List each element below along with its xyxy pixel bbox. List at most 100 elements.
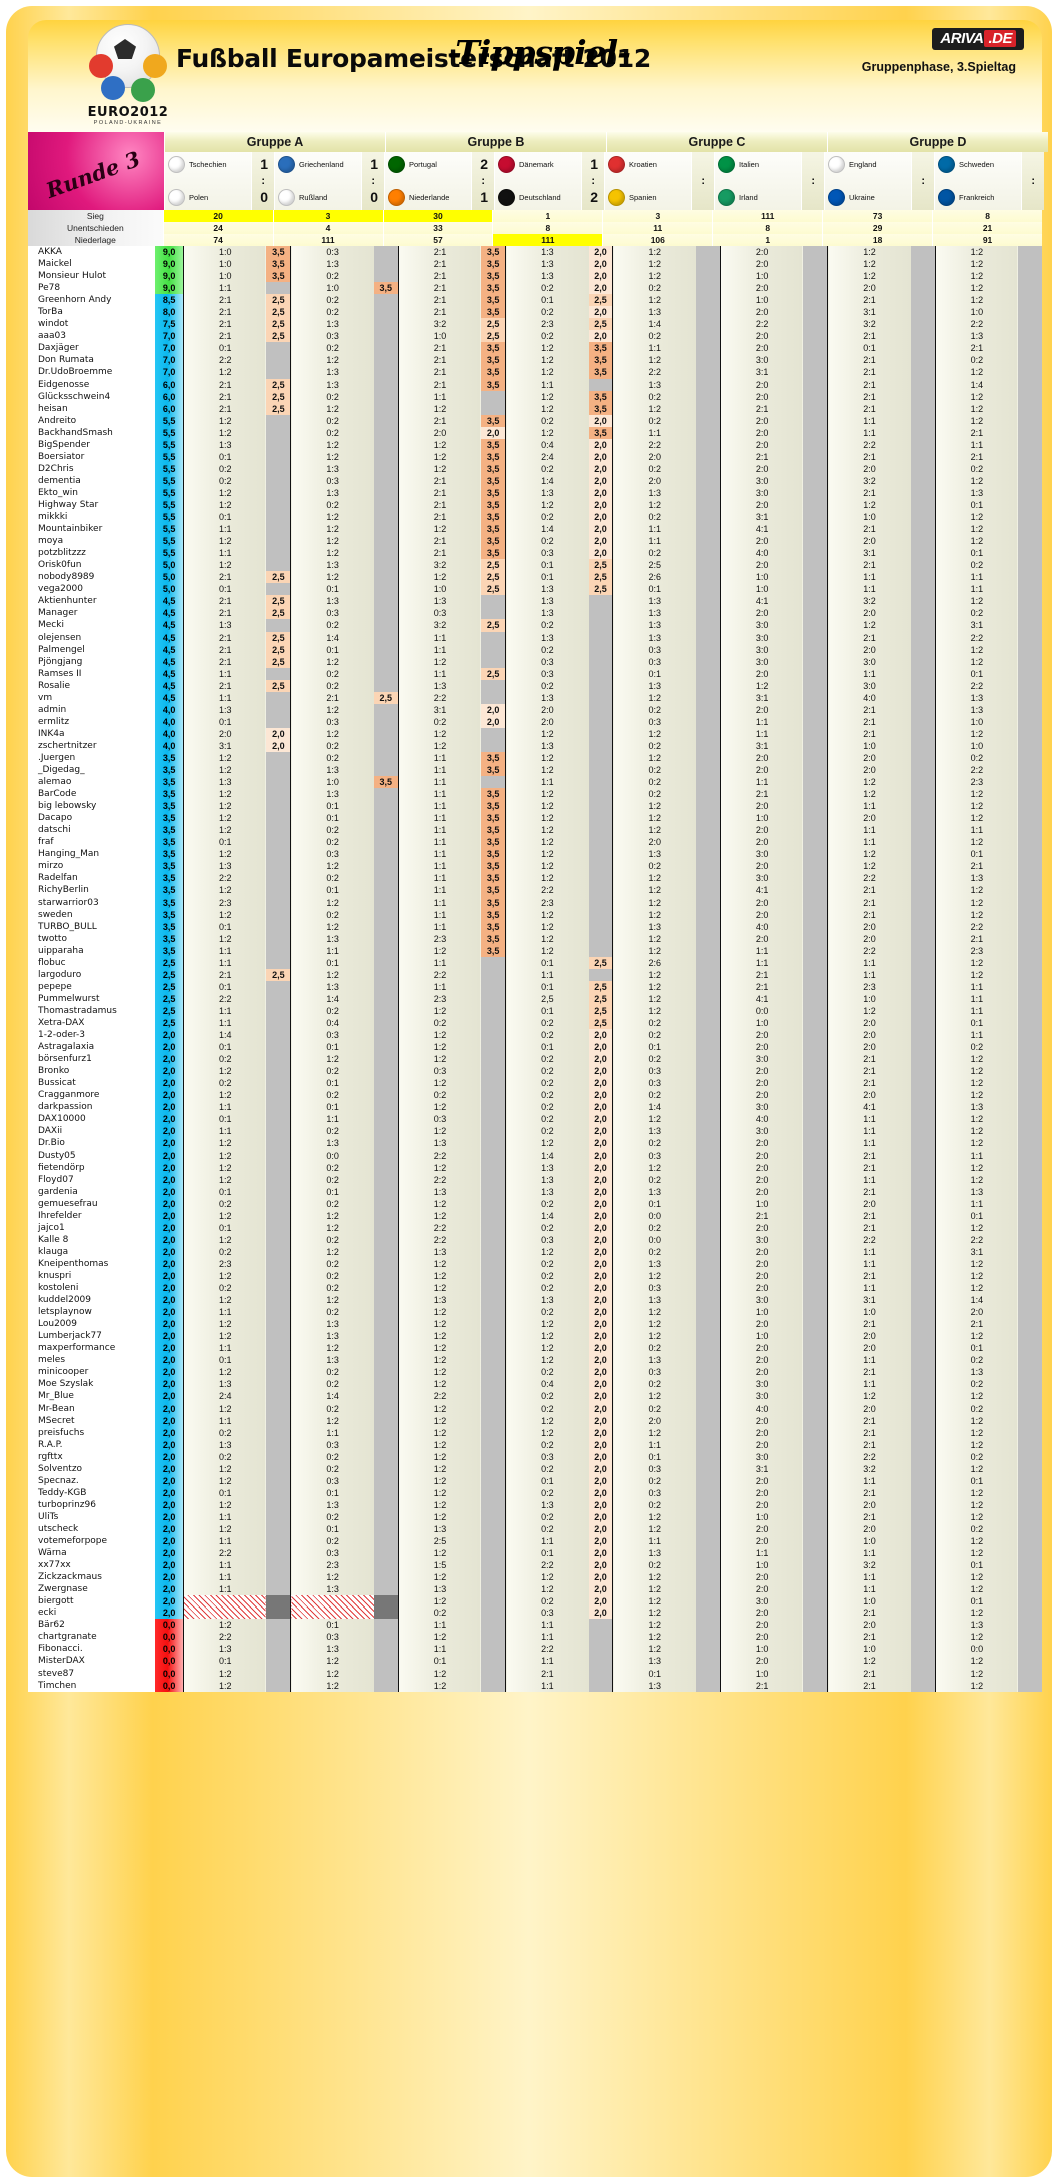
table-row[interactable]: Don Rumata 7,0 2:2 1:2 2:1 3,5 1:2 3,5 1:2 3:0 2:1… [28,354,1042,367]
table-row[interactable]: mirzo 3,5 1:3 1:2 1:1 3,5 1:2 0:2 2:0 1:2 2:1 [28,860,1042,873]
table-row[interactable]: aaa03 7,0 2:1 2,5 0:3 1:0 2,5 0:2 2,0 0:2 2:0 2:1 1:… [28,330,1042,343]
table-row[interactable]: 1-2-oder-3 2,0 1:4 0:3 1:2 0:2 2,0 0:2 2:0 2:0 1:1 [28,1029,1042,1042]
table-row[interactable]: gemuesefrau 2,0 0:2 0:2 1:2 0:2 2,0 0:1 1:0 2:0 1:… [28,1197,1042,1210]
table-row[interactable]: sweden 3,5 1:2 0:2 1:1 3,5 1:2 1:2 2:0 2:1 1:2 [28,908,1042,921]
table-row[interactable]: Solventzo 2,0 1:2 0:2 1:2 0:2 2,0 0:3 3:1 3:2 1:2 [28,1462,1042,1475]
table-row[interactable]: olejensen 4,5 2:1 2,5 1:4 1:1 1:3 1:3 3:0 2:1 2:2 [28,631,1042,644]
table-row[interactable]: Ihrefelder 2,0 1:2 1:2 1:2 1:4 2,0 0:0 2:1 2:1 0:1 [28,1209,1042,1222]
table-row[interactable]: Bussicat 2,0 0:2 0:1 1:2 0:2 2,0 0:3 2:0 2:1 1:2 [28,1077,1042,1090]
table-row[interactable]: BarCode 3,5 1:2 1:3 1:1 3,5 1:2 0:2 2:1 1:2 1:2 [28,788,1042,801]
table-row[interactable]: klauga 2,0 0:2 1:2 1:3 1:2 2,0 0:2 2:0 1:1 3:1 [28,1245,1042,1258]
table-row[interactable]: Aktienhunter 4,5 2:1 2,5 1:3 1:3 1:3 1:3 4:1 3:2 1… [28,595,1042,608]
table-row[interactable]: ecki 2,0 0:2 0:3 2,0 1:2 2:0 2:1 1:2 [28,1607,1042,1620]
table-row[interactable]: Timchen 0,0 1:2 1:2 1:2 1:1 1:3 2:1 2:1 1:2 [28,1679,1042,1692]
table-row[interactable]: Greenhorn Andy 8,5 2:1 2,5 0:2 2:1 3,5 0:1 2,5 1:… [28,294,1042,307]
table-row[interactable]: fietendörp 2,0 1:2 0:2 1:2 1:3 2,0 1:2 2:0 2:1 1:2 [28,1161,1042,1174]
table-row[interactable]: Cragganmore 2,0 1:2 0:2 0:2 0:2 2,0 0:2 2:0 2:0 1:… [28,1089,1042,1102]
table-row[interactable]: dementia 5,5 0:2 0:3 2:1 3,5 1:4 2,0 2:0 3:0 3:2 1:… [28,474,1042,487]
table-row[interactable]: steve87 0,0 1:2 1:2 1:2 2:1 0:1 1:0 2:1 1:2 [28,1667,1042,1680]
table-row[interactable]: Wärna 2,0 2:2 0:3 1:2 0:1 2,0 1:3 1:1 1:1 1:2 [28,1547,1042,1560]
table-row[interactable]: DAX10000 2,0 0:1 1:1 0:3 0:2 2,0 1:2 4:0 1:1 1:2 [28,1113,1042,1126]
table-row[interactable]: MSecret 2,0 1:1 1:2 1:2 1:2 2,0 2:0 2:0 2:1 1:2 [28,1414,1042,1427]
table-row[interactable]: Maickel 9,0 1:0 3,5 1:3 2:1 3,5 1:3 2,0 1:2 2:0 1:2… [28,258,1042,271]
table-row[interactable]: starwarrior03 3,5 2:3 1:2 1:1 3,5 2:3 1:2 2:0 2:1… [28,896,1042,909]
table-row[interactable]: Fibonacci. 0,0 1:3 1:3 1:1 2:2 1:2 1:0 1:0 0:0 [28,1643,1042,1656]
table-row[interactable]: letsplaynow 2,0 1:1 0:2 1:2 0:2 2,0 1:2 1:0 1:0 2:… [28,1306,1042,1319]
table-row[interactable]: minicooper 2,0 1:2 0:2 1:2 0:2 2,0 0:3 2:0 2:1 1:3 [28,1366,1042,1379]
table-row[interactable]: Pjöngjang 4,5 2:1 2,5 1:2 1:2 0:3 0:3 3:0 3:0 1:2 [28,655,1042,668]
table-row[interactable]: kuddel2009 2,0 1:2 1:2 1:3 1:3 2,0 1:3 3:0 3:1 1:4 [28,1294,1042,1307]
table-row[interactable]: Mountainbiker 5,5 1:1 1:2 1:2 3,5 1:4 2,0 1:1 4:1… [28,523,1042,536]
table-row[interactable]: INK4a 4,0 2:0 2,0 1:2 1:2 1:2 1:2 1:1 2:1 1:2 [28,727,1042,740]
table-row[interactable]: BackhandSmash 5,5 1:2 0:2 2:0 2,0 1:2 3,5 1:1 2:0… [28,426,1042,439]
table-row[interactable]: alemao 3,5 1:3 1:0 3,5 1:1 1:1 0:2 1:1 1:2 2:3 [28,776,1042,789]
table-row[interactable]: datschi 3,5 1:2 0:2 1:1 3,5 1:2 1:2 2:0 1:1 1:1 [28,824,1042,837]
table-row[interactable]: börsenfurz1 2,0 0:2 1:2 1:2 0:2 2,0 0:2 3:0 2:1 1:… [28,1053,1042,1066]
table-row[interactable]: TURBO_BULL 3,5 0:1 1:2 1:1 3,5 1:2 1:3 4:0 2:0 2:2 [28,920,1042,933]
table-row[interactable]: R.A.P. 2,0 1:3 0:3 1:2 0:2 2,0 1:1 2:0 2:1 1:2 [28,1438,1042,1451]
table-row[interactable]: Kalle 8 2,0 1:2 0:2 2:2 0:3 2,0 0:0 3:0 2:2 2:2 [28,1233,1042,1246]
table-row[interactable]: heisan 6,0 2:1 2,5 1:2 1:2 1:2 3,5 1:2 2:1 2:1 1:2 [28,402,1042,415]
table-row[interactable]: knuspri 2,0 1:2 0:2 1:2 0:2 2,0 1:2 2:0 2:1 1:2 [28,1269,1042,1283]
table-row[interactable]: Thomastradamus 2,5 1:1 0:2 1:2 0:1 2,5 1:2 0:0 1:… [28,1004,1042,1017]
table-row[interactable]: Monsieur Hulot 9,0 1:0 3,5 0:2 2:1 3,5 1:3 2,0 1:… [28,270,1042,283]
table-row[interactable]: big lebowsky 3,5 1:2 0:1 1:1 3,5 1:2 1:2 2:0 1:1 1… [28,800,1042,813]
table-row[interactable]: nobody8989 5,0 2:1 2,5 1:2 1:2 2,5 0:1 2,5 2:6 1:0… [28,571,1042,584]
table-row[interactable]: gardenia 2,0 0:1 0:1 1:3 1:3 2,0 1:3 2:0 2:1 1:3 [28,1185,1042,1198]
table-row[interactable]: Manager 4,5 2:1 2,5 0:3 0:3 1:3 1:3 2:0 2:0 0:2 [28,607,1042,620]
table-row[interactable]: DAXii 2,0 1:1 0:2 1:2 0:2 2,0 1:3 3:0 1:1 1:2 [28,1125,1042,1138]
table-row[interactable]: Dr.UdoBroemme 7,0 1:2 1:3 2:1 3,5 1:2 3,5 2:2 3:1… [28,366,1042,379]
table-row[interactable]: uipparaha 3,5 1:1 1:1 1:2 3,5 1:2 1:2 1:1 2:2 2:3 [28,944,1042,957]
table-row[interactable]: preisfuchs 2,0 0:2 1:1 1:2 1:2 2,0 1:2 2:0 2:1 1:2 [28,1426,1042,1439]
table-row[interactable]: Palmengel 4,5 2:1 2,5 0:1 1:1 0:2 0:3 3:0 2:0 1:2 [28,643,1042,656]
table-row[interactable]: Mr_Blue 2,0 2:4 1:4 2:2 0:2 2,0 1:2 3:0 1:2 1:2 [28,1390,1042,1403]
table-row[interactable]: turboprinz96 2,0 1:2 1:3 1:2 1:3 2,0 0:2 2:0 2:0 1… [28,1498,1042,1511]
table-row[interactable]: Eidgenosse 6,0 2:1 2,5 1:3 2:1 3,5 1:1 1:3 2:0 2:1… [28,378,1042,391]
table-row[interactable]: maxperformance 2,0 1:1 1:2 1:2 1:2 2,0 0:2 2:0 2:… [28,1342,1042,1355]
table-row[interactable]: pepepe 2,5 0:1 1:3 1:1 0:1 2,5 1:2 2:1 2:3 1:1 [28,980,1042,993]
table-row[interactable]: Radelfan 3,5 2:2 0:2 1:1 3,5 1:2 1:2 3:0 2:2 1:3 [28,872,1042,885]
table-row[interactable]: utscheck 2,0 1:2 0:1 1:3 0:2 2,0 1:2 2:0 2:0 0:2 [28,1522,1042,1536]
table-row[interactable]: potzblitzzz 5,5 1:1 1:2 2:1 3,5 0:3 2,0 0:2 4:0 3:… [28,547,1042,560]
table-row[interactable]: flobuc 2,5 1:1 0:1 1:1 0:1 2,5 2:6 1:1 1:1 1:2 [28,956,1042,969]
table-row[interactable]: kostoleni 2,0 0:2 0:2 1:2 0:2 2,0 0:3 2:0 1:1 1:2 [28,1282,1042,1295]
table-row[interactable]: moya 5,5 1:2 1:2 2:1 3,5 0:2 2,0 1:1 2:0 2:0 1:2 [28,535,1042,548]
table-row[interactable]: Bär62 0,0 1:2 0:1 1:1 1:1 1:2 2:0 2:0 1:3 [28,1619,1042,1632]
table-row[interactable]: Specnaz. 2,0 1:2 0:3 1:2 0:1 2,0 0:2 2:0 1:1 0:1 [28,1474,1042,1487]
table-row[interactable]: mikkki 5,5 0:1 1:2 2:1 3,5 0:2 2,0 0:2 3:1 1:0 1:2 [28,511,1042,524]
table-row[interactable]: Zwergnase 2,0 1:1 1:3 1:3 1:2 2,0 1:2 2:0 1:1 1:2 [28,1583,1042,1596]
table-row[interactable]: Andreito 5,5 1:2 0:2 2:1 3,5 0:2 2,0 0:2 2:0 1:1 1:… [28,414,1042,427]
table-row[interactable]: Mr-Bean 2,0 1:2 0:2 1:2 0:2 2,0 0:2 4:0 2:0 0:2 [28,1402,1042,1415]
table-row[interactable]: Moe Szyslak 2,0 1:3 0:2 1:2 0:4 2,0 0:2 3:0 1:1 0:… [28,1378,1042,1391]
table-row[interactable]: Pummelwurst 2,5 2:2 1:4 2:3 2,5 2,5 1:2 4:1 1:0 1:… [28,992,1042,1005]
table-row[interactable]: xx77xx 2,0 1:1 2:3 1:5 2:2 2,0 0:2 1:0 3:2 0:1 [28,1559,1042,1572]
table-row[interactable]: twotto 3,5 1:2 1:3 2:3 3,5 1:2 1:2 2:0 2:0 2:1 [28,932,1042,945]
table-row[interactable]: TorBa 8,0 2:1 2,5 0:2 2:1 3,5 0:2 2,0 1:3 2:0 3:1 1:… [28,306,1042,319]
table-row[interactable]: D2Chris 5,5 0:2 1:3 1:2 3,5 0:2 2,0 0:2 2:0 2:0 0:2 [28,462,1042,475]
table-row[interactable]: _Digedag_ 3,5 1:2 1:3 1:1 3,5 1:2 0:2 2:0 2:0 2:2 [28,764,1042,777]
table-row[interactable]: Lumberjack77 2,0 1:2 1:3 1:2 1:2 2,0 1:2 1:0 2:0 1… [28,1330,1042,1343]
table-row[interactable]: Floyd07 2,0 1:2 0:2 2:2 1:3 2,0 0:2 2:0 1:1 1:2 [28,1173,1042,1186]
table-row[interactable]: Kneipenthomas 2,0 2:3 0:2 1:2 0:2 2,0 1:3 2:0 1:1… [28,1257,1042,1270]
table-row[interactable]: Astragalaxia 2,0 0:1 0:1 1:2 0:1 2,0 0:1 2:0 2:0 0… [28,1041,1042,1054]
table-row[interactable]: .Juergen 3,5 1:2 0:2 1:1 3,5 1:2 1:2 2:0 2:0 0:2 [28,751,1042,765]
table-row[interactable]: Dr.Bio 2,0 1:2 1:3 1:3 1:2 2,0 0:2 2:0 1:1 1:2 [28,1137,1042,1150]
table-row[interactable]: Dusty05 2,0 1:2 0:0 2:2 1:4 2,0 0:3 2:0 2:1 1:1 [28,1149,1042,1162]
table-row[interactable]: Zickzackmaus 2,0 1:1 1:2 1:2 1:2 2,0 1:2 2:0 1:1 1… [28,1571,1042,1584]
table-row[interactable]: Teddy-KGB 2,0 0:1 0:1 1:2 0:2 2,0 0:3 2:0 2:1 1:2 [28,1486,1042,1499]
table-row[interactable]: votemeforpope 2,0 1:1 0:2 2:5 1:1 2,0 1:1 2:0 1:0… [28,1535,1042,1548]
table-row[interactable]: Xetra-DAX 2,5 1:1 0:4 0:2 0:2 2,5 0:2 1:0 2:0 0:1 [28,1017,1042,1030]
table-row[interactable]: Highway Star 5,5 1:2 0:2 2:1 3,5 1:2 2,0 1:2 2:0 1… [28,498,1042,512]
table-row[interactable]: jajco1 2,0 0:1 1:2 2:2 0:2 2,0 0:2 2:0 2:1 1:2 [28,1221,1042,1234]
table-row[interactable]: darkpassion 2,0 1:1 0:1 1:2 0:2 2,0 1:4 3:0 4:1 1:… [28,1101,1042,1114]
table-row[interactable]: vega2000 5,0 0:1 0:1 1:0 2,5 1:3 2,5 0:1 1:0 1:1 1:… [28,583,1042,596]
table-row[interactable]: zschertnitzer 4,0 3:1 2,0 0:2 1:2 1:3 0:2 3:1 1:0… [28,739,1042,752]
table-row[interactable]: Glücksschwein4 6,0 2:1 2,5 0:2 1:1 1:2 3,5 0:2 2:… [28,390,1042,403]
table-row[interactable]: windot 7,5 2:1 2,5 1:3 3:2 2,5 2:3 2,5 1:4 2:2 3:2 2… [28,318,1042,331]
table-row[interactable]: Ramses II 4,5 1:1 0:2 1:1 2,5 0:3 0:1 2:0 1:1 0:1 [28,667,1042,680]
table-row[interactable]: Pe78 9,0 1:1 1:0 3,5 2:1 3,5 0:2 2,0 0:2 2:0 2:0 1:2 [28,282,1042,295]
table-row[interactable]: Boersiator 5,5 0:1 1:2 1:2 3,5 2:4 2,0 2:0 2:1 2:1… [28,450,1042,463]
table-row[interactable]: MisterDAX 0,0 0:1 1:2 0:1 1:1 1:3 2:0 1:2 1:2 [28,1655,1042,1668]
ariva-logo[interactable]: ARIVA .DE [932,28,1024,50]
table-row[interactable]: Bronko 2,0 1:2 0:2 0:3 0:2 2,0 0:3 2:0 2:1 1:2 [28,1065,1042,1078]
